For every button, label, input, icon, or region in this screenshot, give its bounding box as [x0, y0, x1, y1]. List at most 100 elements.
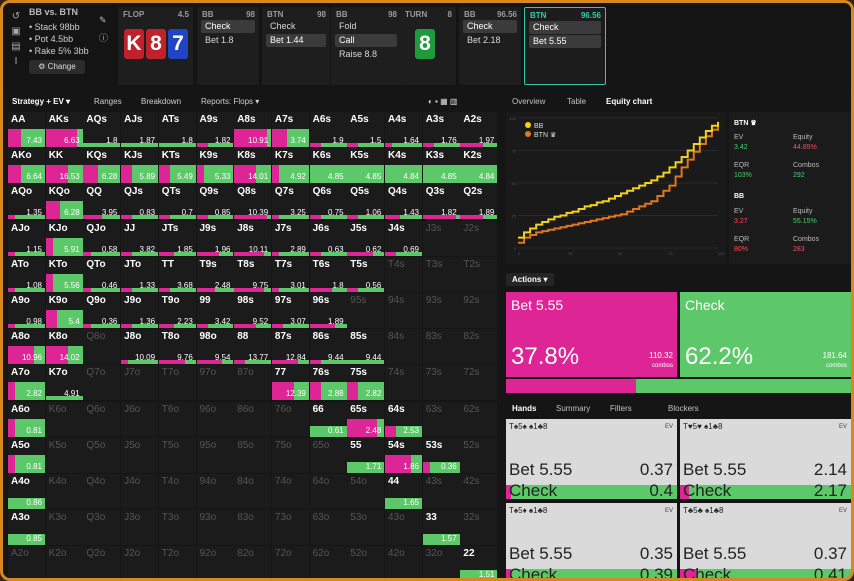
- matrix-cell[interactable]: 54o: [347, 474, 385, 509]
- matrix-cell[interactable]: QJo 0.58: [83, 220, 121, 256]
- street-6[interactable]: BTN 96.56 Check Bet 5.55: [524, 7, 606, 85]
- matrix-cell[interactable]: 32o: [422, 546, 460, 578]
- matrix-cell[interactable]: 88 13.77: [234, 329, 272, 365]
- matrix-cell[interactable]: Q5o: [83, 437, 121, 473]
- matrix-cell[interactable]: J5o: [121, 437, 159, 473]
- matrix-cell[interactable]: A4s 1.64: [385, 112, 422, 147]
- matrix-cell[interactable]: T3s: [422, 256, 460, 292]
- matrix-cell[interactable]: J8o 10.09: [121, 329, 159, 365]
- matrix-cell[interactable]: T9s 2.48: [196, 256, 234, 292]
- matrix-cell[interactable]: 53o: [347, 510, 385, 546]
- undo-icon[interactable]: ↺: [11, 11, 21, 22]
- matrix-cell[interactable]: J2s: [460, 220, 498, 256]
- matrix-cell[interactable]: A5s 1.5: [347, 112, 385, 147]
- matrix-cell[interactable]: 93o: [196, 510, 234, 546]
- matrix-cell[interactable]: AJs 1.87: [121, 112, 159, 147]
- street-option[interactable]: Check: [270, 21, 296, 31]
- matrix-cell[interactable]: 54s 1.86: [385, 437, 422, 473]
- street-option[interactable]: Check: [201, 20, 255, 33]
- matrix-cell[interactable]: K5o: [45, 437, 83, 473]
- matrix-cell[interactable]: 83s: [422, 329, 460, 365]
- matrix-cell[interactable]: Q6s 0.75: [309, 184, 347, 220]
- matrix-cell[interactable]: J7o: [121, 365, 159, 401]
- change-button[interactable]: ⚙ Change: [29, 60, 85, 74]
- matrix-cell[interactable]: A6o 0.81: [8, 401, 45, 437]
- street-option[interactable]: Bet 2.18: [467, 35, 501, 45]
- action-bet-tile[interactable]: Bet 5.55 37.8% 110.32 combos: [506, 292, 677, 377]
- matrix-cell[interactable]: J9o 1.36: [121, 293, 159, 328]
- matrix-cell[interactable]: 43s: [422, 474, 460, 509]
- matrix-cell[interactable]: J3s: [422, 220, 460, 256]
- matrix-cell[interactable]: 42s: [460, 474, 498, 509]
- matrix-cell[interactable]: 42o: [385, 546, 422, 578]
- matrix-cell[interactable]: K9o 5.4: [45, 293, 83, 328]
- matrix-cell[interactable]: T7s 3.01: [271, 256, 309, 292]
- matrix-cell[interactable]: 75o: [271, 437, 309, 473]
- matrix-cell[interactable]: KQo 6.28: [45, 184, 83, 220]
- matrix-cell[interactable]: KJs 5.89: [121, 148, 159, 184]
- tab-overview[interactable]: Overview: [512, 97, 546, 106]
- matrix-cell[interactable]: KQs 6.28: [83, 148, 121, 184]
- matrix-cell[interactable]: JJ 3.82: [121, 220, 159, 256]
- matrix-cell[interactable]: A4o 0.86: [8, 474, 45, 509]
- matrix-cell[interactable]: A8s 10.91: [234, 112, 272, 147]
- street-option[interactable]: Call: [335, 34, 397, 47]
- street-option[interactable]: Check: [529, 21, 601, 34]
- delete-icon[interactable]: ▤: [11, 41, 21, 52]
- matrix-cell[interactable]: AKs 6.63: [45, 112, 83, 147]
- matrix-cell[interactable]: Q4o: [83, 474, 121, 509]
- matrix-cell[interactable]: 65s 2.48: [347, 401, 385, 437]
- matrix-cell[interactable]: 82s: [460, 329, 498, 365]
- tab-ranges[interactable]: Ranges: [94, 97, 122, 106]
- tab-filters[interactable]: Filters: [610, 404, 632, 413]
- matrix-cell[interactable]: 55 1.71: [347, 437, 385, 473]
- matrix-cell[interactable]: 74s: [385, 365, 422, 401]
- matrix-cell[interactable]: Q8s 10.39: [234, 184, 272, 220]
- matrix-cell[interactable]: 92o: [196, 546, 234, 578]
- matrix-cell[interactable]: 85s 9.44: [347, 329, 385, 365]
- view-options-icons[interactable]: ◐ ▪ ▦ ▥: [428, 97, 458, 106]
- matrix-cell[interactable]: Q3o: [83, 510, 121, 546]
- matrix-cell[interactable]: 97s 3.07: [271, 293, 309, 328]
- tab-table[interactable]: Table: [567, 97, 587, 106]
- matrix-cell[interactable]: KTo 5.56: [45, 256, 83, 292]
- matrix-cell[interactable]: 66 0.61: [309, 401, 347, 437]
- matrix-cell[interactable]: 63s: [422, 401, 460, 437]
- action-check-tile[interactable]: Check 62.2% 181.64 combos: [680, 292, 851, 377]
- matrix-cell[interactable]: Q3s 1.82: [422, 184, 460, 220]
- matrix-cell[interactable]: K9s 5.33: [196, 148, 234, 184]
- matrix-cell[interactable]: K2o: [45, 546, 83, 578]
- matrix-cell[interactable]: Q7o: [83, 365, 121, 401]
- matrix-cell[interactable]: 96s 1.89: [309, 293, 347, 328]
- matrix-cell[interactable]: KTs 5.49: [158, 148, 196, 184]
- matrix-cell[interactable]: 75s 2.82: [347, 365, 385, 401]
- matrix-cell[interactable]: 86s 9.44: [309, 329, 347, 365]
- matrix-cell[interactable]: T3o: [158, 510, 196, 546]
- matrix-cell[interactable]: K6o: [45, 401, 83, 437]
- matrix-cell[interactable]: T9o 2.23: [158, 293, 196, 328]
- matrix-cell[interactable]: 76o: [271, 401, 309, 437]
- hand-card[interactable]: T♣5♣ ♠1♣8 EV Bet 5.55 0.37 Check 0.41: [680, 503, 851, 578]
- hand-card[interactable]: T♠5♦ ♠1♣8 EV Bet 5.55 0.35 Check 0.39: [506, 503, 677, 578]
- street-1[interactable]: BB 98 Check Bet 1.8: [197, 7, 259, 85]
- matrix-cell[interactable]: 62o: [309, 546, 347, 578]
- matrix-cell[interactable]: QTo 0.46: [83, 256, 121, 292]
- matrix-cell[interactable]: Q9s 0.85: [196, 184, 234, 220]
- text-icon[interactable]: I: [14, 56, 18, 67]
- matrix-cell[interactable]: 62s: [460, 401, 498, 437]
- matrix-cell[interactable]: AQo 1.35: [8, 184, 45, 220]
- tab-reports[interactable]: Reports: Flops ▾: [201, 97, 260, 106]
- matrix-cell[interactable]: Q4s 1.43: [385, 184, 422, 220]
- matrix-cell[interactable]: K3s 4.85: [422, 148, 460, 184]
- matrix-cell[interactable]: 74o: [271, 474, 309, 509]
- matrix-cell[interactable]: 94o: [196, 474, 234, 509]
- street-option[interactable]: Bet 1.44: [266, 34, 326, 47]
- matrix-cell[interactable]: K5s 4.85: [347, 148, 385, 184]
- matrix-cell[interactable]: T6o: [158, 401, 196, 437]
- hand-card[interactable]: T♠5♠ ♠1♣8 EV Bet 5.55 0.37 Check 0.4: [506, 419, 677, 499]
- matrix-cell[interactable]: J6s 0.63: [309, 220, 347, 256]
- tab-equity-chart[interactable]: Equity chart: [606, 97, 653, 106]
- matrix-cell[interactable]: T5s 0.56: [347, 256, 385, 292]
- matrix-cell[interactable]: J2o: [121, 546, 159, 578]
- matrix-cell[interactable]: A7s 3.74: [271, 112, 309, 147]
